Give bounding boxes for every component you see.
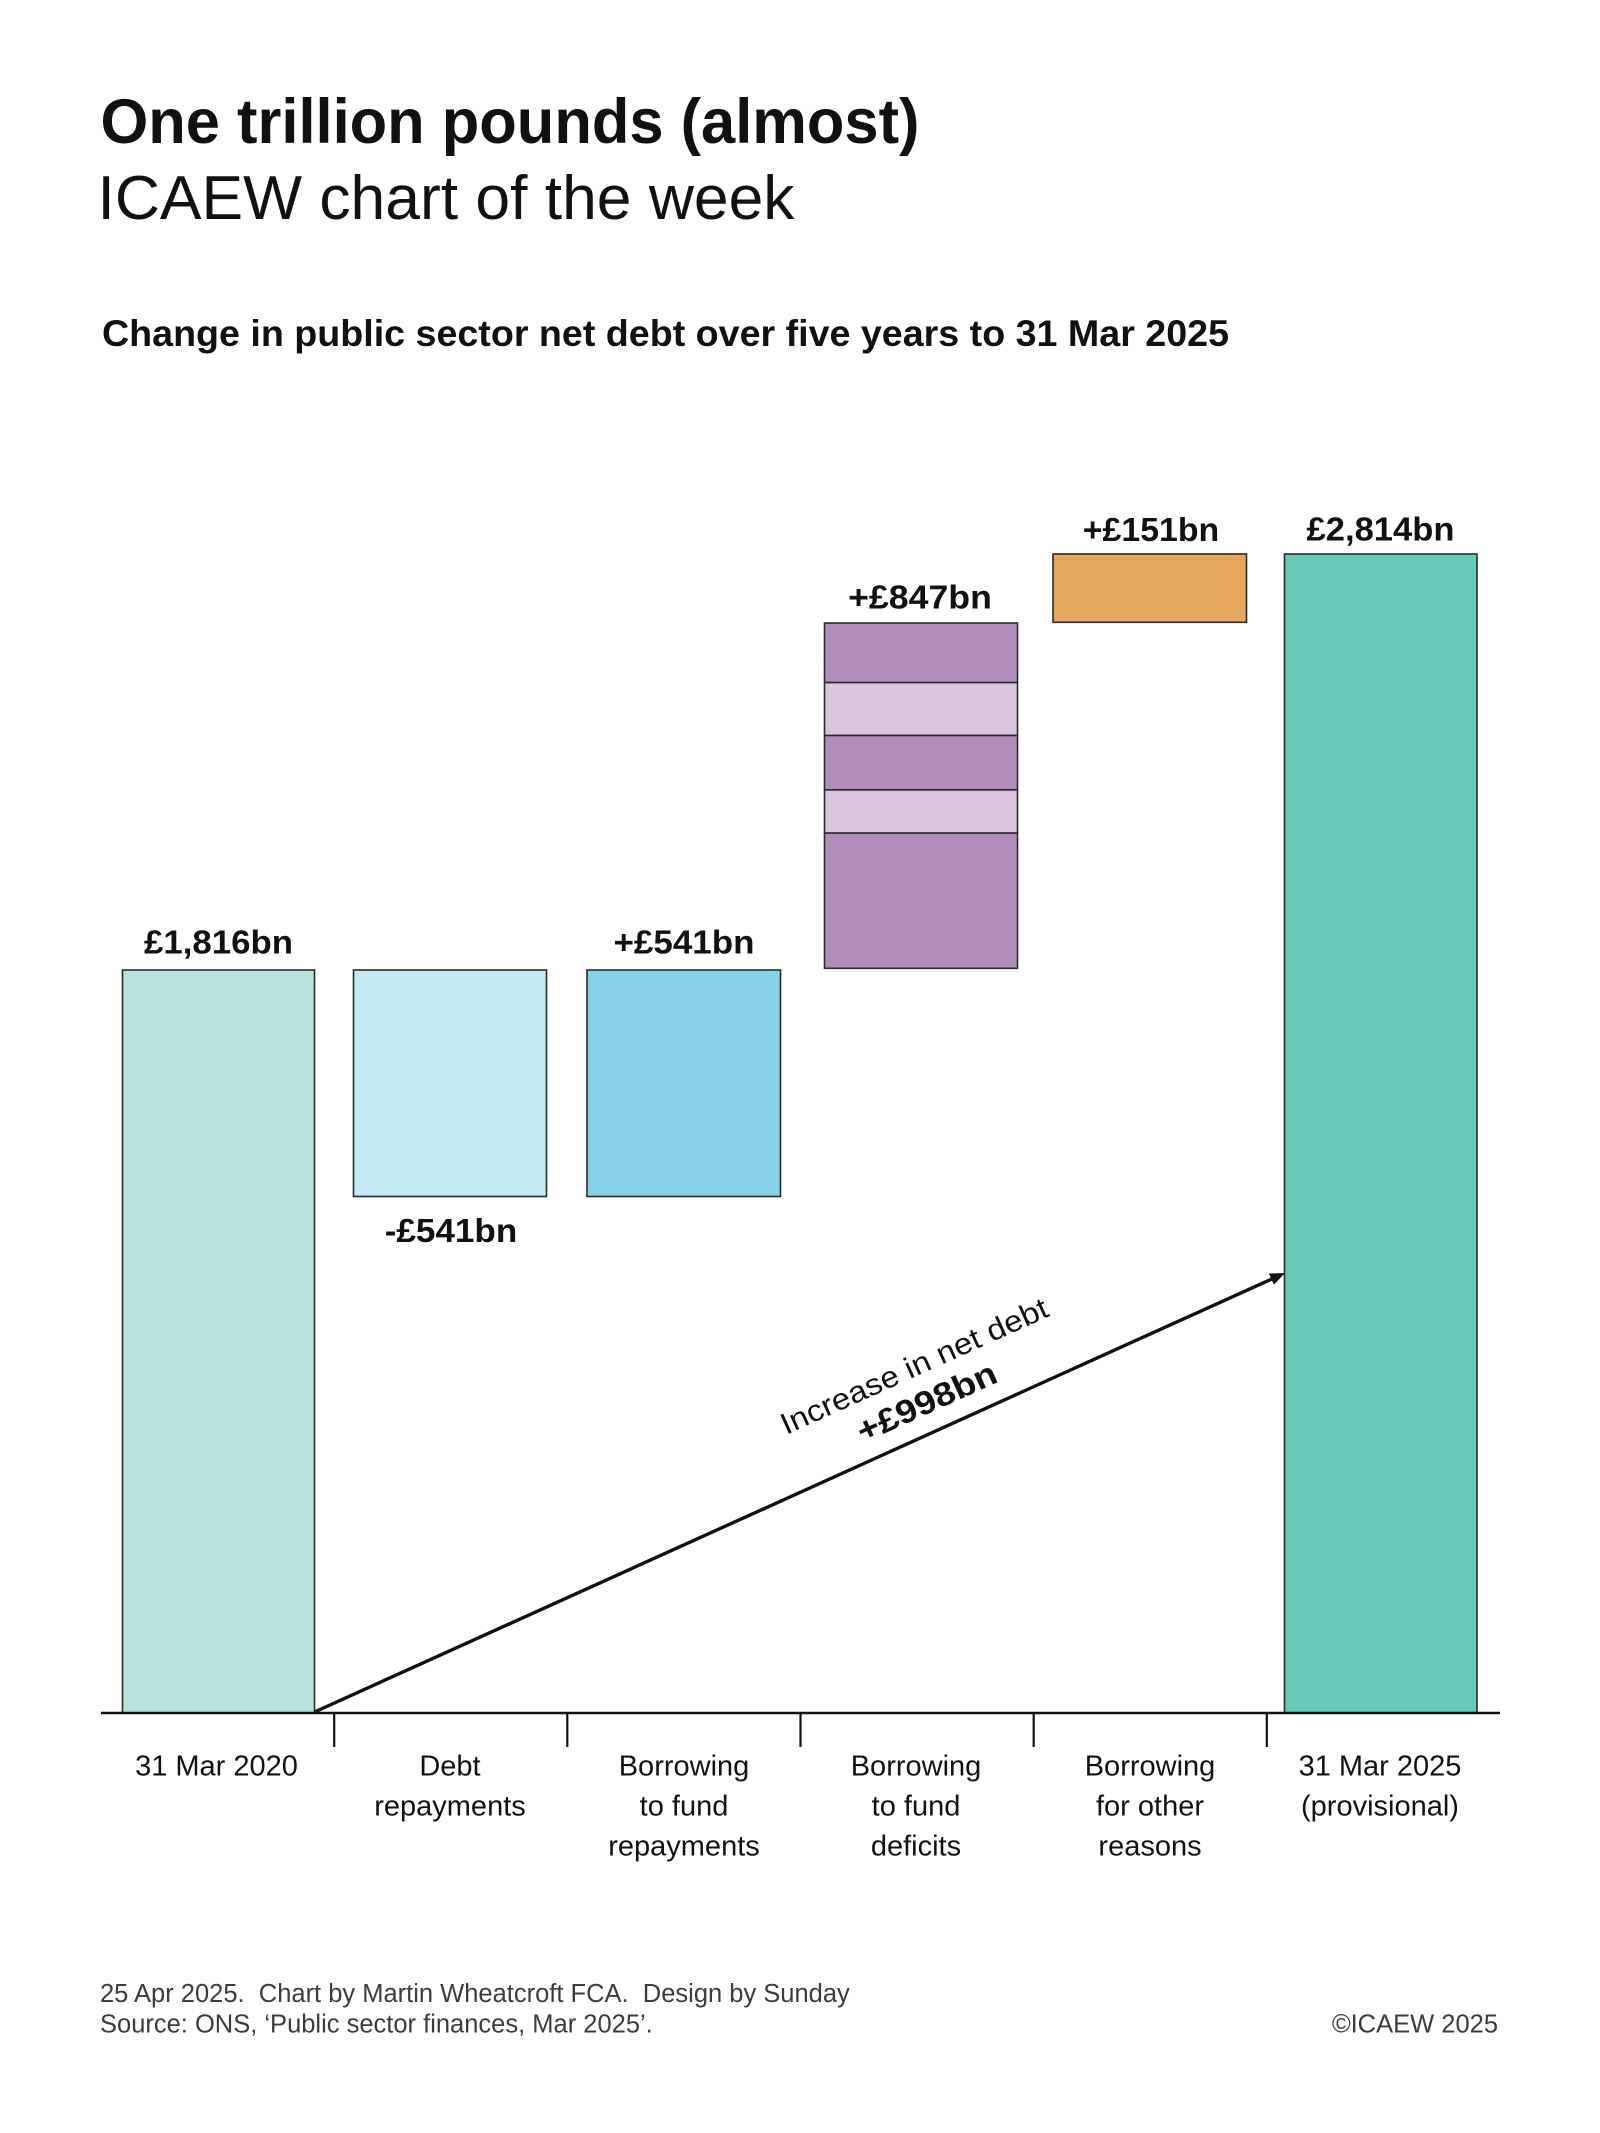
- svg-text:One trillion pounds (almost): One trillion pounds (almost): [101, 87, 920, 157]
- svg-text:+£541bn: +£541bn: [614, 924, 755, 961]
- svg-text:£2,814bn: £2,814bn: [1307, 511, 1455, 548]
- svg-text:ICAEW chart of the week: ICAEW chart of the week: [98, 164, 796, 233]
- svg-text:Change in public sector net de: Change in public sector net debt over fi…: [102, 313, 1229, 354]
- svg-text:31 Mar 2020: 31 Mar 2020: [135, 1750, 298, 1782]
- svg-text:-£541bn: -£541bn: [385, 1212, 518, 1249]
- svg-text:£1,816bn: £1,816bn: [144, 924, 293, 961]
- svg-text:+£151bn: +£151bn: [1083, 511, 1219, 548]
- svg-text:25 Apr 2025. Chart by Martin: 25 Apr 2025. Chart by Martin Wheatcroft …: [100, 1980, 850, 2008]
- svg-text:Source: ONS, ‘Public sector fi: Source: ONS, ‘Public sector finances, Ma…: [100, 2011, 653, 2039]
- svg-text:©ICAEW 2025: ©ICAEW 2025: [1332, 2011, 1498, 2039]
- svg-text:+£847bn: +£847bn: [848, 579, 992, 616]
